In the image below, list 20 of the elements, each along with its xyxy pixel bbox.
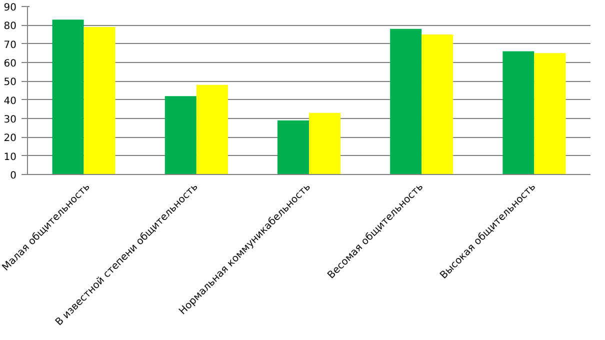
y-tick-label: 10 bbox=[4, 152, 17, 163]
bar bbox=[164, 96, 196, 174]
y-tick-label: 50 bbox=[4, 77, 17, 88]
y-tick-label: 20 bbox=[4, 133, 17, 144]
y-tick-label: 60 bbox=[4, 58, 17, 70]
y-tick-label: 40 bbox=[4, 96, 17, 107]
bar bbox=[502, 51, 534, 174]
bar bbox=[534, 53, 566, 174]
bar bbox=[309, 112, 341, 174]
bar bbox=[390, 28, 422, 174]
y-tick-label: 90 bbox=[4, 2, 17, 14]
bar bbox=[277, 120, 309, 174]
y-tick-label: 70 bbox=[4, 40, 17, 51]
y-tick-label: 0 bbox=[10, 170, 17, 182]
y-tick-label: 80 bbox=[4, 21, 17, 32]
bar bbox=[84, 27, 116, 174]
bar bbox=[52, 20, 84, 174]
y-tick-label: 30 bbox=[4, 114, 17, 126]
bar bbox=[196, 84, 228, 174]
bar bbox=[422, 34, 454, 174]
